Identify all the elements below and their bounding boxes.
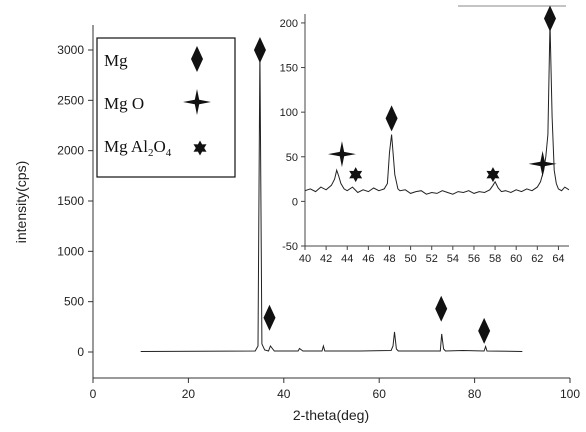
inset-y-tick-label: -50 <box>282 241 298 253</box>
inset-series-line <box>304 22 570 195</box>
main-x-tick-label: 60 <box>373 387 387 401</box>
main-series <box>140 50 523 352</box>
main-y-tick-label: 2000 <box>57 144 84 158</box>
mg-diamond-icon <box>435 295 448 322</box>
main-y-tick-label: 1500 <box>57 194 84 208</box>
main-y-ticks: 0 500 1000 1500 2000 2500 3000 <box>57 43 93 359</box>
main-x-tick-label: 80 <box>468 387 482 401</box>
legend-label-mgal2o4-main: Mg Al <box>104 137 148 156</box>
mgal2o4-six-point-star-icon <box>349 167 363 183</box>
legend-label-mgo: Mg O <box>104 94 144 113</box>
inset-x-tick-label: 50 <box>404 253 416 265</box>
main-y-tick-label: 1000 <box>57 244 84 258</box>
main-series-line <box>140 50 523 352</box>
legend: Mg Mg O Mg Al2O4 <box>96 37 236 178</box>
inset-y-tick-label: 50 <box>286 152 298 164</box>
inset-x-tick-label: 62 <box>531 253 543 265</box>
inset-y-tick-label: 200 <box>280 18 298 30</box>
inset-markers <box>327 5 557 183</box>
main-x-tick-label: 40 <box>277 387 291 401</box>
inset-x-tick-label: 44 <box>341 253 353 265</box>
legend-six-point-star-icon <box>193 140 207 156</box>
inset-x-tick-label: 60 <box>510 253 522 265</box>
mg-diamond-icon <box>253 37 266 63</box>
legend-diamond-icon <box>191 46 203 72</box>
legend-label-mgal2o4: Mg Al2O4 <box>104 137 172 159</box>
main-x-tick-label: 20 <box>182 387 196 401</box>
main-y-tick-label: 3000 <box>57 43 84 57</box>
main-y-tick-label: 2500 <box>57 93 84 107</box>
main-x-ticks: 0 20 40 60 80 100 <box>90 378 580 401</box>
inset-x-tick-label: 52 <box>426 253 438 265</box>
main-x-tick-label: 100 <box>560 387 580 401</box>
inset-x-tick-label: 42 <box>320 253 332 265</box>
inset-x-tick-label: 58 <box>489 253 501 265</box>
mgo-four-point-star-icon <box>528 150 557 177</box>
legend-label-mgal2o4-sub4: 4 <box>166 147 172 159</box>
inset-series <box>304 22 570 195</box>
legend-four-point-star-icon <box>183 89 211 115</box>
inset-background <box>290 10 568 217</box>
inset-x-tick-label: 46 <box>362 253 374 265</box>
inset-x-tick-label: 48 <box>383 253 395 265</box>
mg-diamond-icon <box>543 5 556 32</box>
mgal2o4-six-point-star-icon <box>486 167 500 183</box>
main-y-axis-title: intensity(cps) <box>13 161 29 243</box>
legend-label-mg: Mg <box>104 51 128 70</box>
legend-six-point-star-shape <box>193 140 207 156</box>
inset-x-tick-label: 54 <box>447 253 459 265</box>
inset-y-tick-label: 0 <box>292 196 298 208</box>
inset-x-tick-label: 64 <box>552 253 564 265</box>
legend-four-point-star-shape <box>183 89 211 115</box>
legend-label-mgal2o4-sub2: 2 <box>148 147 154 159</box>
inset-x-ticks: 40 42 44 46 48 50 52 54 56 58 60 62 64 <box>299 246 565 265</box>
legend-label-mgal2o4-o: O <box>153 137 165 156</box>
mgo-four-point-star-icon <box>327 141 356 168</box>
mg-diamond-icon <box>263 304 276 331</box>
main-x-axis-title: 2-theta(deg) <box>293 407 369 423</box>
mg-diamond-icon <box>478 317 491 344</box>
inset-y-tick-label: 150 <box>280 63 298 75</box>
inset-x-tick-label: 40 <box>299 253 311 265</box>
inset-x-tick-label: 56 <box>468 253 480 265</box>
main-y-tick-label: 0 <box>77 345 84 359</box>
mg-diamond-icon <box>385 105 398 132</box>
legend-box <box>96 37 236 178</box>
main-x-tick-label: 0 <box>90 387 97 401</box>
inset-y-ticks: -50 0 50 100 150 200 <box>280 18 305 253</box>
legend-diamond-shape <box>191 46 203 72</box>
inset-panel: -50 0 50 100 150 200 40 42 44 46 48 50 52 54 56 58 60 62… <box>280 5 570 265</box>
main-markers <box>253 37 491 344</box>
inset-y-tick-label: 100 <box>280 107 298 119</box>
main-y-tick-label: 500 <box>64 295 84 309</box>
